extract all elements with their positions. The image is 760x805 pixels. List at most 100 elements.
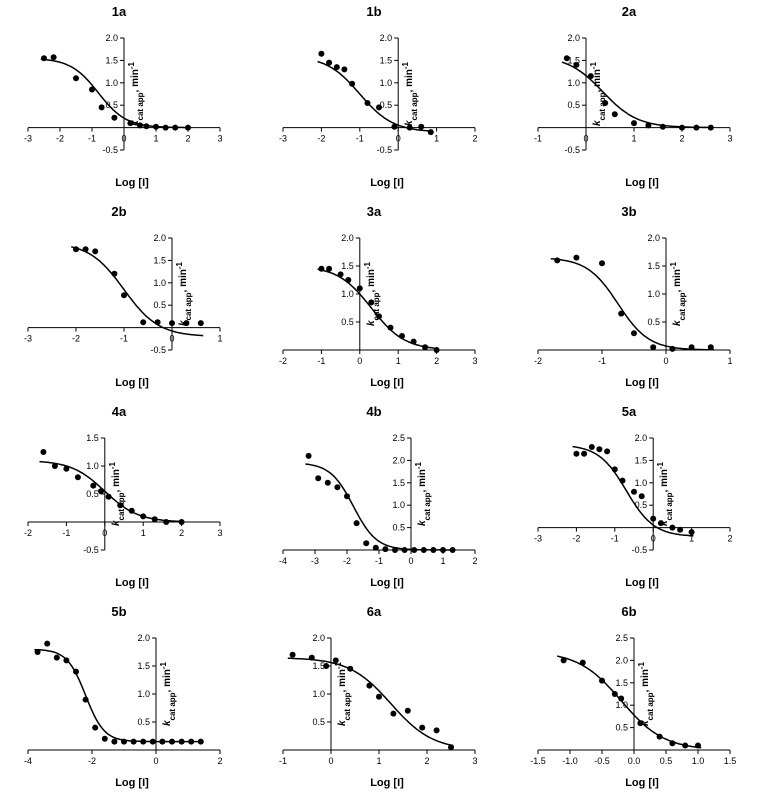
y-tick-label: 1.5 bbox=[647, 261, 660, 271]
panel-title: 1a bbox=[112, 4, 127, 19]
x-tick-label: 2 bbox=[424, 756, 429, 766]
panel-5b: 5b -4 -2 0 2 0.5 1.0 1.5 2.0 kcat app, min-1 Log [… bbox=[24, 604, 223, 789]
x-tick-label: 1 bbox=[434, 134, 439, 144]
data-point bbox=[560, 657, 567, 664]
y-tick-label: -0.5 bbox=[564, 145, 580, 155]
x-tick-label: -3 bbox=[24, 134, 32, 144]
data-point bbox=[121, 738, 127, 745]
data-point bbox=[185, 124, 191, 131]
data-point bbox=[341, 66, 348, 73]
data-point bbox=[162, 124, 169, 131]
x-axis-label: Log [I] bbox=[370, 177, 404, 189]
panel-3a: 3a -2 -1 0 1 2 3 0.5 1.0 1.5 2.0 kcat app, min-1 Log… bbox=[279, 204, 478, 389]
x-axis-label: Log [I] bbox=[115, 377, 149, 389]
y-tick-label: 1.5 bbox=[635, 455, 648, 465]
data-point bbox=[604, 448, 611, 455]
y-axis-label: kcat app, min-1 bbox=[656, 461, 674, 526]
data-point bbox=[41, 55, 47, 62]
y-tick-label: 1.0 bbox=[635, 478, 648, 488]
data-point bbox=[178, 519, 185, 525]
data-point bbox=[153, 123, 159, 130]
data-point bbox=[682, 742, 689, 749]
x-tick-label: 1.5 bbox=[724, 756, 737, 766]
y-tick-label: 1.5 bbox=[380, 55, 393, 65]
x-tick-label: 0 bbox=[583, 134, 588, 144]
data-point bbox=[376, 313, 382, 320]
data-point bbox=[308, 654, 315, 661]
data-point bbox=[356, 285, 363, 292]
x-tick-label: 3 bbox=[217, 528, 222, 538]
x-tick-label: -2 bbox=[534, 356, 542, 366]
y-tick-label: 2.0 bbox=[635, 433, 648, 443]
x-tick-label: -2 bbox=[88, 756, 96, 766]
data-point bbox=[449, 547, 456, 553]
panel-title: 1b bbox=[366, 4, 381, 19]
data-point bbox=[637, 720, 644, 727]
data-point bbox=[305, 452, 312, 459]
y-tick-label: 1.5 bbox=[567, 55, 580, 65]
panel-1a: 1a -3 -2 -1 0 1 2 3 -0.5 0.5 1.0 1.5 2.0 kcat app, mi… bbox=[24, 4, 223, 189]
x-tick-label: -1 bbox=[279, 756, 287, 766]
x-axis-label: Log [I] bbox=[115, 777, 149, 789]
x-tick-label: 2 bbox=[185, 134, 190, 144]
data-point bbox=[707, 124, 714, 131]
panel-title: 5a bbox=[622, 404, 637, 419]
data-point bbox=[587, 73, 594, 80]
data-point bbox=[178, 738, 185, 745]
data-point bbox=[73, 246, 79, 253]
x-tick-label: 0 bbox=[102, 528, 107, 538]
x-tick-label: 2 bbox=[434, 356, 439, 366]
y-tick-label: 1.0 bbox=[380, 78, 393, 88]
x-tick-label: -2 bbox=[572, 534, 580, 544]
x-tick-label: 0 bbox=[121, 134, 126, 144]
data-point bbox=[669, 345, 676, 352]
data-point bbox=[353, 520, 360, 527]
data-point bbox=[573, 61, 580, 68]
data-point bbox=[318, 265, 325, 272]
data-point bbox=[573, 254, 580, 261]
y-tick-label: 1.5 bbox=[137, 661, 150, 671]
data-point bbox=[695, 742, 701, 749]
y-axis-label: kcat app, min-1 bbox=[669, 261, 687, 326]
x-tick-label: 1 bbox=[217, 334, 222, 344]
fit-curve bbox=[71, 246, 204, 337]
panel-title: 3a bbox=[367, 204, 382, 219]
x-tick-label: 2 bbox=[472, 134, 477, 144]
data-point bbox=[420, 547, 427, 553]
data-point bbox=[573, 450, 580, 457]
fit-curve bbox=[561, 61, 714, 129]
data-point bbox=[433, 727, 440, 734]
data-point bbox=[337, 271, 344, 278]
data-point bbox=[631, 120, 637, 127]
y-tick-label: 2.0 bbox=[137, 633, 150, 643]
x-tick-label: -1 bbox=[120, 334, 128, 344]
data-point bbox=[73, 668, 79, 675]
y-tick-label: 0.5 bbox=[312, 717, 325, 727]
x-tick-label: 0 bbox=[408, 556, 413, 566]
data-point bbox=[693, 124, 700, 131]
data-point bbox=[631, 488, 637, 495]
y-tick-label: 1.5 bbox=[392, 478, 405, 488]
data-point bbox=[140, 513, 147, 520]
x-tick-label: -4 bbox=[279, 556, 287, 566]
panel-title: 6b bbox=[621, 604, 636, 619]
data-point bbox=[315, 475, 322, 482]
y-tick-label: 1.5 bbox=[153, 255, 166, 265]
data-point bbox=[53, 654, 60, 661]
data-point bbox=[631, 330, 637, 337]
y-tick-label: 1.5 bbox=[86, 433, 99, 443]
data-point bbox=[406, 124, 413, 131]
data-point bbox=[98, 104, 105, 111]
y-tick-label: 0.5 bbox=[647, 317, 660, 327]
data-point bbox=[638, 493, 645, 500]
x-tick-label: 0 bbox=[651, 534, 656, 544]
data-point bbox=[390, 710, 397, 717]
y-tick-label: -0.5 bbox=[102, 145, 118, 155]
data-point bbox=[89, 86, 95, 93]
data-point bbox=[111, 270, 118, 277]
data-point bbox=[130, 738, 137, 745]
data-point bbox=[137, 122, 143, 129]
y-tick-label: 2.5 bbox=[392, 433, 405, 443]
panel-title: 3b bbox=[621, 204, 636, 219]
